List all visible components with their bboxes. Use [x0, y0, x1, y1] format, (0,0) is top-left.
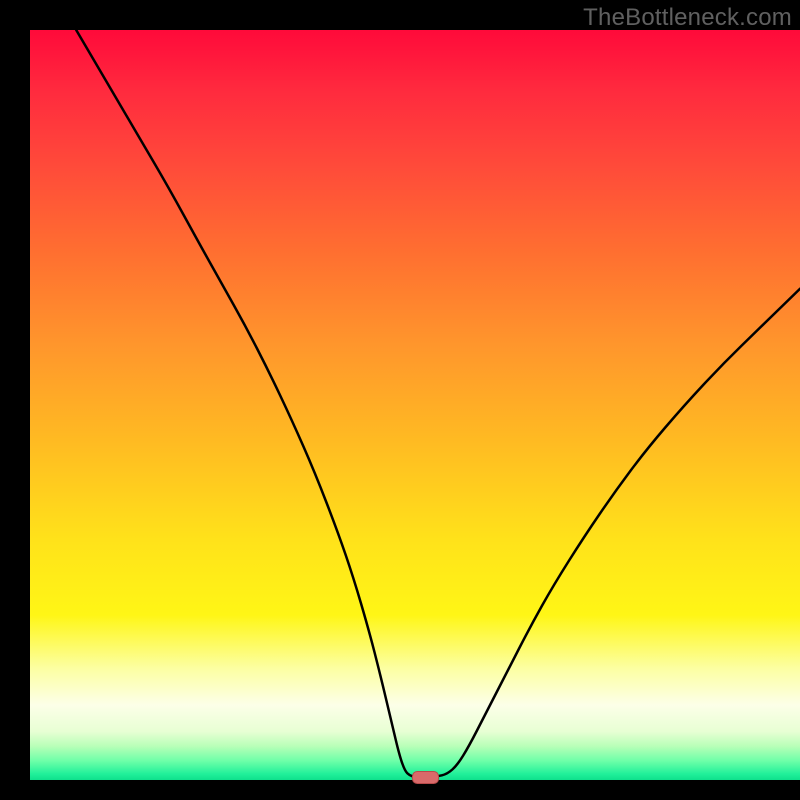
stage: TheBottleneck.com	[0, 0, 800, 800]
chart-plot-area	[30, 30, 800, 780]
bottleneck-curve	[30, 30, 800, 780]
optimal-marker	[412, 771, 439, 784]
watermark-label: TheBottleneck.com	[583, 4, 792, 32]
